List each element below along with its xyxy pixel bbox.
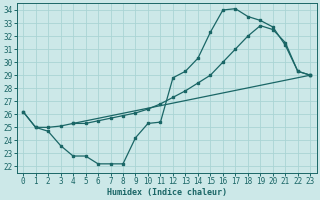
X-axis label: Humidex (Indice chaleur): Humidex (Indice chaleur) [107, 188, 227, 197]
